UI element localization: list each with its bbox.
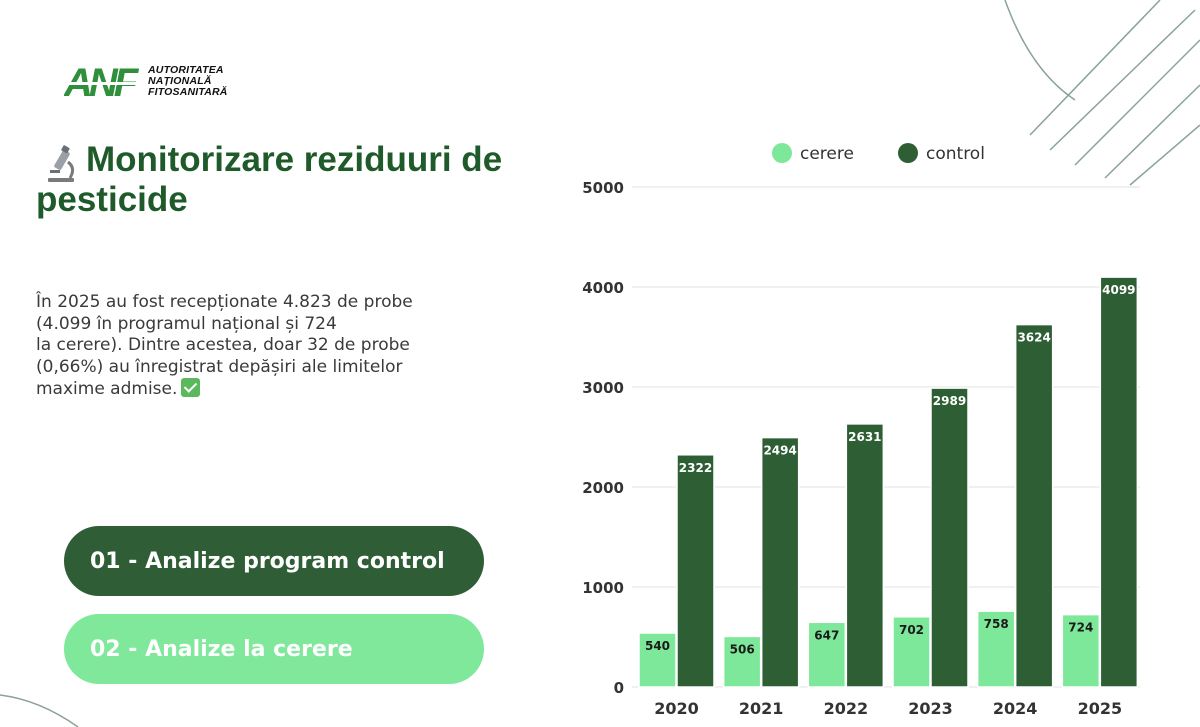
- microscope-icon: [48, 145, 75, 182]
- data-label-control-2025: 4099: [1102, 283, 1135, 297]
- bar-cerere-2020: [638, 632, 677, 688]
- data-label-cerere-2024: 758: [984, 617, 1009, 631]
- y-tick-label: 0: [614, 679, 624, 697]
- data-label-control-2022: 2631: [848, 430, 881, 444]
- x-tick-label: 2020: [654, 699, 699, 718]
- logo-name-line-3: FITOSANITARĂ: [148, 85, 228, 98]
- x-tick-label: 2025: [1078, 699, 1123, 718]
- x-tick-label: 2021: [739, 699, 784, 718]
- description: În 2025 au fost recepționate 4.823 de pr…: [36, 292, 496, 401]
- legend-label-cerere: cerere: [800, 144, 854, 164]
- data-label-control-2021: 2494: [763, 444, 796, 458]
- bar-control-2020: [676, 454, 715, 688]
- x-tick-label: 2022: [824, 699, 869, 718]
- check-mark-icon: [181, 378, 201, 397]
- logo-letters: ANF: [64, 62, 140, 100]
- data-label-cerere-2022: 647: [814, 628, 839, 642]
- description-line-5: maxime admise.: [36, 379, 178, 399]
- logo-name-line-2: NAȚIONALĂ: [148, 74, 212, 87]
- legend-marker-control: [898, 143, 918, 163]
- bar-control-2022: [845, 423, 885, 688]
- y-tick-label: 4000: [582, 279, 624, 297]
- bar-control-2021: [760, 436, 800, 688]
- data-label-cerere-2023: 702: [899, 623, 924, 637]
- x-tick-label: 2023: [908, 699, 953, 718]
- description-line-2: (4.099 în programul național și 724: [36, 313, 337, 334]
- bar-control-2025: [1099, 276, 1139, 688]
- y-tick-label: 5000: [582, 179, 624, 197]
- data-label-cerere-2025: 724: [1068, 621, 1093, 635]
- anf-logo: ANF AUTORITATEA NAȚIONALĂ FITOSANITARĂ: [64, 62, 228, 100]
- analize-program-control-label: 01 - Analize program control: [90, 548, 445, 574]
- analize-la-cerere-button[interactable]: 02 - Analize la cerere: [64, 614, 484, 684]
- bar-chart: 0 1000 2000 3000 4000 5000 cerere control 540 232…: [582, 143, 1140, 718]
- description-line-4: (0,66%) au înregistrat depășiri ale limi…: [36, 356, 403, 377]
- data-label-control-2023: 2989: [933, 394, 966, 408]
- logo-name-line-1: AUTORITATEA: [148, 63, 224, 76]
- bar-cerere-2021: [722, 635, 762, 688]
- bar-cerere-2025: [1061, 613, 1101, 688]
- description-line-1: În 2025 au fost recepționate 4.823 de pr…: [36, 292, 413, 312]
- description-line-5-wrap: maxime admise.: [36, 378, 496, 401]
- y-tick-label: 3000: [582, 379, 624, 397]
- data-label-control-2020: 2322: [679, 461, 712, 475]
- bar-cerere-2022: [807, 621, 847, 688]
- bar-control-2024: [1014, 323, 1054, 688]
- bar-cerere-2024: [976, 610, 1016, 688]
- x-tick-label: 2024: [993, 699, 1038, 718]
- data-label-control-2024: 3624: [1017, 331, 1050, 345]
- logo-name: AUTORITATEA NAȚIONALĂ FITOSANITARĂ: [148, 63, 228, 98]
- bar-cerere-2023: [892, 616, 931, 688]
- description-line-3: la cerere). Dintre acestea, doar 32 de p…: [36, 335, 410, 355]
- y-tick-label: 2000: [582, 479, 624, 497]
- data-label-cerere-2020: 540: [645, 639, 670, 653]
- anf-logo-mark: ANF: [64, 62, 144, 100]
- analize-program-control-button[interactable]: 01 - Analize program control: [64, 526, 484, 596]
- data-label-cerere-2021: 506: [730, 642, 755, 656]
- legend-marker-cerere: [772, 143, 792, 163]
- y-tick-label: 1000: [582, 579, 624, 597]
- title-block: Monitorizare reziduuri de pesticide: [36, 140, 536, 220]
- bar-control-2023: [930, 387, 969, 688]
- page-title: Monitorizare reziduuri de pesticide: [36, 140, 503, 219]
- analize-la-cerere-label: 02 - Analize la cerere: [90, 636, 353, 662]
- legend-label-control: control: [926, 144, 985, 164]
